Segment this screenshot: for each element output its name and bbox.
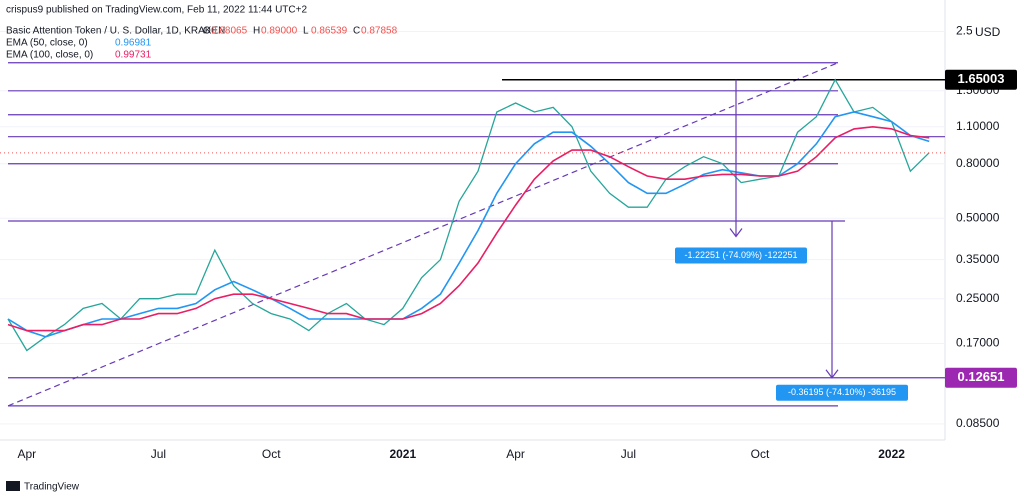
measure-label-box [776, 384, 908, 401]
x-tick-label: 2021 [389, 447, 416, 461]
y-tick-label: 0.08500 [956, 416, 1000, 430]
measure-arrow [729, 228, 743, 238]
x-tick-label: Apr [17, 447, 36, 461]
measure-label: -1.22251 (-74.09%) -122251 [684, 250, 797, 260]
ohlc-value: 0.89000 [261, 26, 298, 37]
y-tick-label: 0.35000 [956, 252, 1000, 266]
footer: TradingView [24, 482, 80, 493]
legend-name: EMA (50, close, 0) [6, 38, 88, 49]
legend-name: EMA (100, close, 0) [6, 50, 93, 61]
chart-title: Basic Attention Token / U. S. Dollar, 1D… [6, 26, 225, 37]
ohlc-name: O [203, 26, 211, 37]
publisher: crispus9 published on TradingView.com, F… [6, 5, 307, 16]
ema-line [7, 125, 930, 332]
price-badge [945, 367, 1017, 388]
x-tick-label: Oct [262, 447, 281, 461]
x-tick-label: Jul [151, 447, 166, 461]
x-tick-label: 2022 [878, 447, 905, 461]
ohlc-name: C [353, 26, 360, 37]
price-badge [945, 69, 1017, 90]
ohlc-value: 0.87858 [361, 26, 398, 37]
measure-label: -0.36195 (-74.10%) -36195 [788, 387, 896, 397]
y-tick-label: 0.50000 [956, 210, 1000, 224]
price-badge-label: 0.12651 [958, 369, 1005, 384]
unit-box [972, 24, 1006, 40]
legend-value: 0.96981 [115, 38, 152, 49]
y-tick-label: 0.17000 [956, 336, 1000, 350]
ohlc-name: H [253, 26, 260, 37]
measure-arrow [825, 369, 839, 379]
y-tick-label: 0.80000 [956, 156, 1000, 170]
legend-value: 0.99731 [115, 50, 152, 61]
x-tick-label: Apr [506, 447, 525, 461]
ohlc-value: 0.86539 [311, 26, 348, 37]
price-badge-label: 1.65003 [958, 71, 1005, 86]
measure-label-box [675, 247, 807, 264]
ohlc-value: 0.88065 [211, 26, 248, 37]
logo [6, 481, 20, 491]
y-tick-label: 0.25000 [956, 291, 1000, 305]
y-tick-label: 1.10000 [956, 119, 1000, 133]
ohlc-name: L [303, 26, 309, 37]
x-tick-label: Jul [621, 447, 636, 461]
x-tick-label: Oct [751, 447, 770, 461]
unit-label: USD [975, 25, 1001, 39]
